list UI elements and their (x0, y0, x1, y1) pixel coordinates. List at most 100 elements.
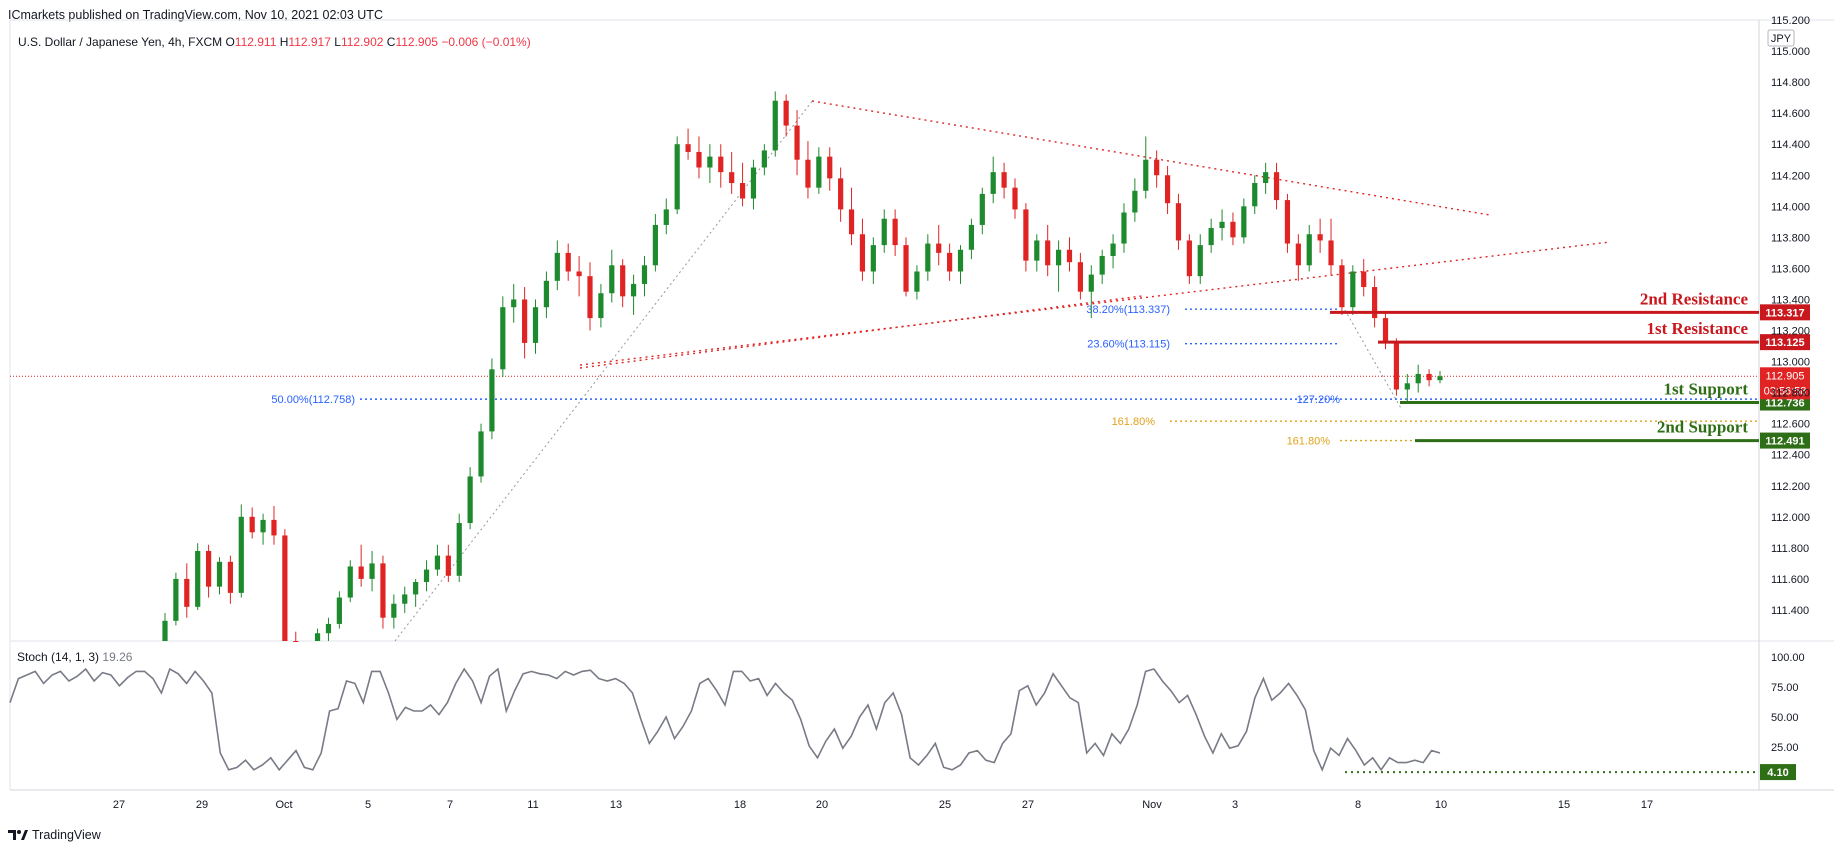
candle-body-14 (314, 633, 321, 641)
candle-body-69 (914, 271, 920, 292)
price-tick-16: 112.000 (1771, 512, 1810, 524)
sr-levels: 2nd Resistance 113.317 1st Resistance 113.1… (1330, 289, 1810, 449)
price-axis: 115.200 115.000 114.800 114.600 114.400 114.2… (1771, 15, 1810, 617)
candles (162, 91, 1443, 642)
candle-body-9 (260, 519, 266, 533)
candle-body-30 (489, 369, 495, 432)
candle-body-80 (1034, 240, 1040, 261)
candle-body-36 (554, 252, 560, 281)
candle-body-109 (1350, 271, 1356, 308)
candle-body-5 (216, 561, 223, 587)
candle-body-27 (456, 523, 462, 576)
candle-body-0 (162, 620, 168, 641)
candle-body-87 (1110, 243, 1116, 256)
candle-body-12 (293, 641, 299, 642)
candle-body-25 (434, 555, 441, 570)
candle-body-21 (391, 603, 397, 618)
tradingview-footer[interactable]: TradingView (8, 828, 101, 842)
candle-body-57 (783, 100, 789, 126)
price-tick-9: 113.400 (1771, 294, 1810, 306)
candle-body-18 (358, 566, 364, 579)
symbol-legend: U.S. Dollar / Japanese Yen, 4h, FXCM O 11… (18, 35, 531, 49)
stoch-pane: 100.00 75.00 50.00 25.00 4.10 (9, 652, 1805, 781)
price-tick-4: 114.400 (1771, 139, 1810, 151)
candle-body-44 (641, 265, 648, 284)
candle-body-3 (195, 550, 201, 607)
candle-body-15 (325, 623, 332, 634)
price-tick-1: 115.000 (1771, 46, 1810, 58)
price-tick-13: 112.600 (1771, 419, 1810, 431)
low-value: 112.902 (340, 35, 384, 49)
price-tick-2: 114.800 (1771, 77, 1810, 89)
time-tick-3: 5 (365, 799, 371, 811)
time-tick-12: 3 (1232, 799, 1238, 811)
candle-body-64 (859, 234, 866, 272)
candle-body-34 (532, 307, 539, 343)
last-price-tag (1760, 367, 1810, 400)
stoch-line (9, 667, 1441, 772)
candle-body-52 (729, 172, 735, 184)
candle-body-85 (1088, 274, 1094, 292)
triangle-line-0 (579, 241, 1611, 366)
last-price-text: 112.905 (1766, 370, 1805, 382)
time-tick-4: 7 (447, 799, 453, 811)
candle-body-68 (903, 245, 909, 292)
countdown-text: 03:56:58 (1764, 385, 1807, 397)
stoch-tick-1: 75.00 (1771, 682, 1799, 694)
close-label: C (386, 35, 396, 49)
candle-body-62 (838, 178, 844, 210)
candle-body-19 (369, 563, 375, 579)
candle-body-93 (1175, 203, 1182, 241)
stoch-level-text: 4.10 (1767, 767, 1788, 779)
candle-body-22 (402, 594, 408, 604)
candle-body-101 (1263, 172, 1269, 184)
candle-body-98 (1230, 221, 1236, 238)
candle-body-66 (881, 218, 887, 246)
fib-label-5: 161.80% (1287, 436, 1331, 448)
candle-body-72 (947, 252, 953, 272)
candle-body-43 (630, 283, 637, 297)
level-tag-text-1: 113.125 (1765, 337, 1804, 349)
level-tag-text-0: 113.317 (1765, 307, 1804, 319)
candle-body-116 (1426, 373, 1432, 381)
price-tick-17: 111.800 (1771, 543, 1809, 555)
time-tick-11: Nov (1142, 799, 1162, 811)
time-tick-9: 25 (939, 799, 951, 811)
candle-body-67 (892, 218, 898, 246)
candle-body-63 (848, 209, 855, 235)
fib-levels: 38.20%(113.337) 23.60%(113.115) 50.00%(112… (10, 304, 1760, 448)
candle-body-42 (620, 265, 626, 297)
zigzag-line-1 (1344, 309, 1403, 411)
candle-body-46 (663, 209, 669, 225)
candle-body-31 (500, 307, 506, 370)
time-tick-10: 27 (1022, 799, 1034, 811)
price-tick-6: 114.000 (1771, 201, 1810, 213)
fib-label-0: 38.20%(113.337) (1086, 304, 1170, 316)
candle-body-90 (1143, 159, 1149, 191)
zigzag-line-0 (394, 99, 814, 642)
candle-body-50 (707, 156, 713, 168)
triangle-line-1 (811, 100, 1491, 216)
candle-body-84 (1077, 262, 1083, 292)
time-tick-0: 27 (113, 799, 125, 811)
candle-body-89 (1132, 190, 1138, 213)
candle-body-10 (271, 519, 277, 536)
candle-body-26 (445, 555, 451, 576)
price-tick-19: 111.400 (1771, 605, 1809, 617)
fib-label-4: 161.80% (1112, 416, 1156, 428)
candle-body-94 (1186, 240, 1192, 277)
level-annotation-1: 1st Resistance (1646, 319, 1748, 338)
price-tick-14: 112.400 (1771, 450, 1810, 462)
candle-body-102 (1273, 172, 1280, 201)
time-tick-6: 13 (610, 799, 622, 811)
open-label: O (225, 35, 235, 49)
candle-body-41 (609, 265, 615, 294)
candle-body-49 (696, 151, 702, 168)
candle-body-112 (1382, 318, 1389, 343)
candle-body-96 (1208, 228, 1214, 246)
symbol-name: U.S. Dollar / Japanese Yen, 4h, FXCM (18, 35, 223, 49)
candle-body-35 (543, 280, 550, 308)
candle-body-37 (565, 252, 571, 272)
candle-body-107 (1328, 240, 1334, 266)
